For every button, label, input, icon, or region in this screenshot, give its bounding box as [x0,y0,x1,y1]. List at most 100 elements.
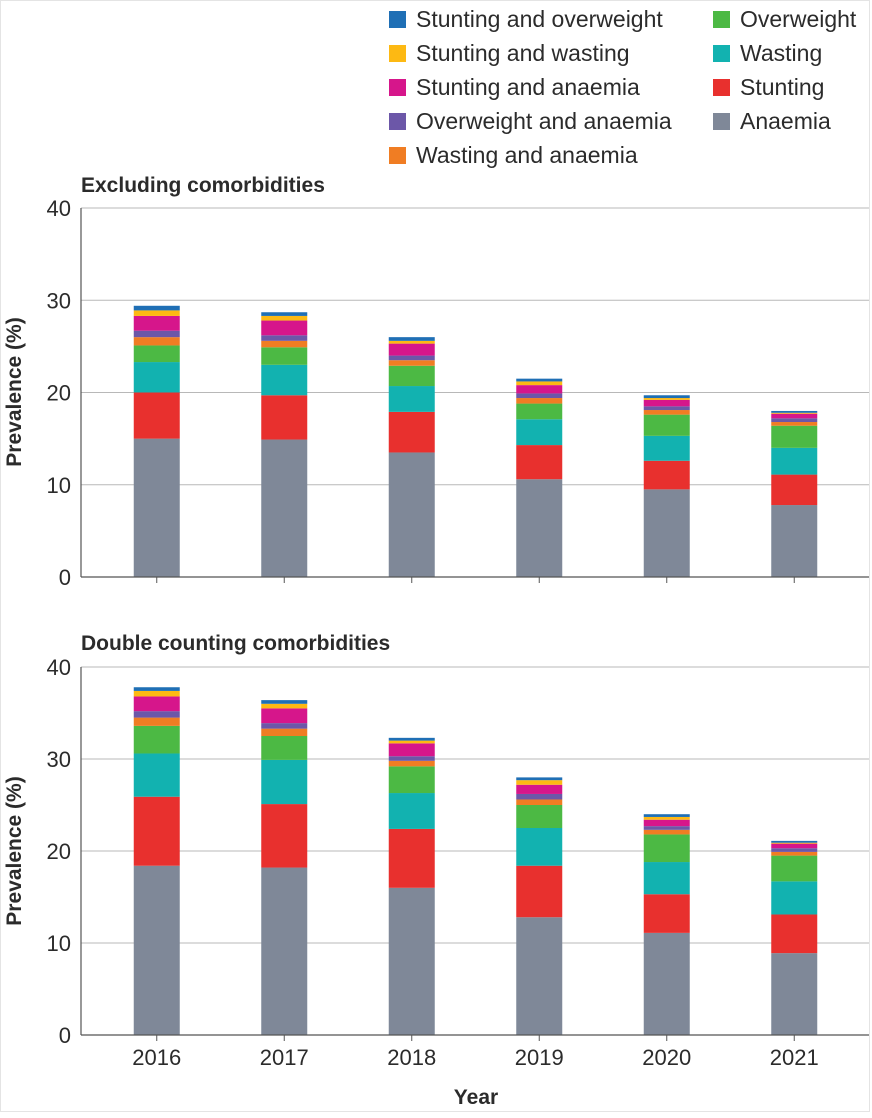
panel-excluding-comorbidities: Excluding comorbidities Prevalence (%) 0… [3,174,869,590]
legend-item-overweight-and-anaemia: Overweight and anaemia [389,108,672,134]
bar-segment-stunting-and-overweight-2017 [261,700,308,704]
bar-segment-stunting-and-anaemia-2018 [388,343,435,356]
bar-segment-stunting-and-anaemia-2021 [771,413,818,419]
legend-item-wasting: Wasting [713,40,822,66]
bar-segment-overweight-and-anaemia-2016 [133,330,180,338]
bar-segment-overweight-2017 [261,736,308,760]
bar-segment-stunting-2016 [133,796,180,866]
bar-segment-overweight-2016 [133,345,180,363]
axes: 0 10 20 30 40 [47,196,869,590]
panel-title: Double counting comorbidities [81,632,390,655]
bar-segment-overweight-2018 [388,365,435,387]
bar-segment-stunting-and-wasting-2016 [133,310,180,316]
y-tick-label: 20 [47,381,71,406]
y-tick-label: 30 [47,747,71,772]
bars [133,305,818,577]
y-tick-label: 20 [47,839,71,864]
legend-label: Wasting and anaemia [416,142,638,168]
legend-item-overweight: Overweight [713,6,857,32]
bar-segment-stunting-and-overweight-2016 [133,305,180,311]
bar-segment-wasting-2016 [133,753,180,797]
bar-segment-stunting-2020 [643,460,690,490]
bar-segment-anaemia-2021 [771,505,818,577]
bar-segment-stunting-and-anaemia-2020 [643,819,690,827]
bar-segment-stunting-and-anaemia-2017 [261,708,308,724]
bar-segment-stunting-2016 [133,392,180,439]
legend-swatch [389,113,406,130]
legend-item-stunting-and-anaemia: Stunting and anaemia [389,74,640,100]
bar-segment-anaemia-2018 [388,887,435,1035]
bar-segment-stunting-and-overweight-2020 [643,395,690,399]
bar-segment-stunting-and-anaemia-2017 [261,320,308,336]
bar-segment-stunting-and-wasting-2018 [388,340,435,344]
bar-segment-anaemia-2016 [133,438,180,577]
bar-segment-stunting-and-wasting-2021 [771,412,818,414]
bar-segment-stunting-2019 [516,865,563,918]
legend-item-stunting: Stunting [713,74,824,100]
bar-segment-wasting-and-anaemia-2021 [771,851,818,856]
legend-label: Overweight and anaemia [416,108,672,134]
gridlines [81,666,869,944]
bar-segment-stunting-and-anaemia-2020 [643,399,690,407]
bar-segment-wasting-and-anaemia-2017 [261,728,308,736]
bar-segment-stunting-2020 [643,894,690,933]
bar-segment-stunting-and-anaemia-2021 [771,843,818,849]
bar-segment-wasting-2016 [133,362,180,393]
legend-label: Stunting and overweight [416,6,663,32]
bar-segment-stunting-2017 [261,804,308,868]
bar-segment-anaemia-2021 [771,953,818,1035]
legend-swatch [713,11,730,28]
bar-stack-2017 [261,700,308,1035]
bar-segment-wasting-2017 [261,364,308,396]
legend-label: Anaemia [740,108,831,134]
bar-segment-overweight-and-anaemia-2020 [643,406,690,411]
bar-segment-anaemia-2017 [261,439,308,577]
bar-stack-2018 [388,737,435,1035]
bar-segment-anaemia-2019 [516,917,563,1035]
bar-segment-wasting-2021 [771,447,818,475]
bar-segment-overweight-and-anaemia-2019 [516,393,563,399]
legend-swatch [389,147,406,164]
legend-label: Overweight [740,6,857,32]
panel-title: Excluding comorbidities [81,174,325,197]
bar-segment-stunting-and-wasting-2021 [771,842,818,844]
panel-double-counting-comorbidities: Double counting comorbidities Prevalence… [3,632,869,1070]
bar-segment-overweight-and-anaemia-2016 [133,711,180,718]
bar-stack-2021 [771,410,818,577]
bar-segment-stunting-and-wasting-2019 [516,381,563,386]
bar-segment-overweight-2017 [261,347,308,365]
bar-segment-overweight-and-anaemia-2020 [643,826,690,830]
bar-segment-stunting-and-overweight-2021 [771,840,818,843]
bar-stack-2016 [133,305,180,577]
legend-swatch [389,45,406,62]
bar-segment-wasting-and-anaemia-2020 [643,410,690,415]
bar-segment-wasting-2018 [388,386,435,412]
y-tick-label: 40 [47,655,71,680]
x-axis-title: Year [454,1086,498,1109]
legend-swatch [713,79,730,96]
bar-segment-stunting-and-wasting-2020 [643,816,690,820]
bar-segment-stunting-and-wasting-2020 [643,398,690,400]
legend: Stunting and overweight Overweight Stuntin… [389,6,857,168]
y-axis-label: Prevalence (%) [3,776,26,925]
legend-item-wasting-and-anaemia: Wasting and anaemia [389,142,638,168]
bar-stack-2020 [643,395,690,577]
bar-stack-2016 [133,687,180,1035]
bar-segment-stunting-and-anaemia-2019 [516,385,563,394]
y-tick-label: 30 [47,288,71,313]
bar-segment-overweight-2019 [516,805,563,828]
bar-segment-wasting-and-anaemia-2018 [388,760,435,767]
bar-segment-wasting-2019 [516,828,563,866]
bar-segment-wasting-and-anaemia-2017 [261,340,308,348]
bar-segment-stunting-2018 [388,411,435,453]
bar-segment-stunting-and-wasting-2017 [261,315,308,321]
legend-swatch [389,11,406,28]
legend-swatch [389,79,406,96]
legend-item-stunting-and-overweight: Stunting and overweight [389,6,663,32]
bar-segment-stunting-and-anaemia-2016 [133,315,180,331]
bar-segment-stunting-and-wasting-2016 [133,690,180,697]
bar-segment-wasting-2021 [771,881,818,915]
bar-segment-overweight-and-anaemia-2021 [771,848,818,852]
bar-stack-2021 [771,840,818,1035]
